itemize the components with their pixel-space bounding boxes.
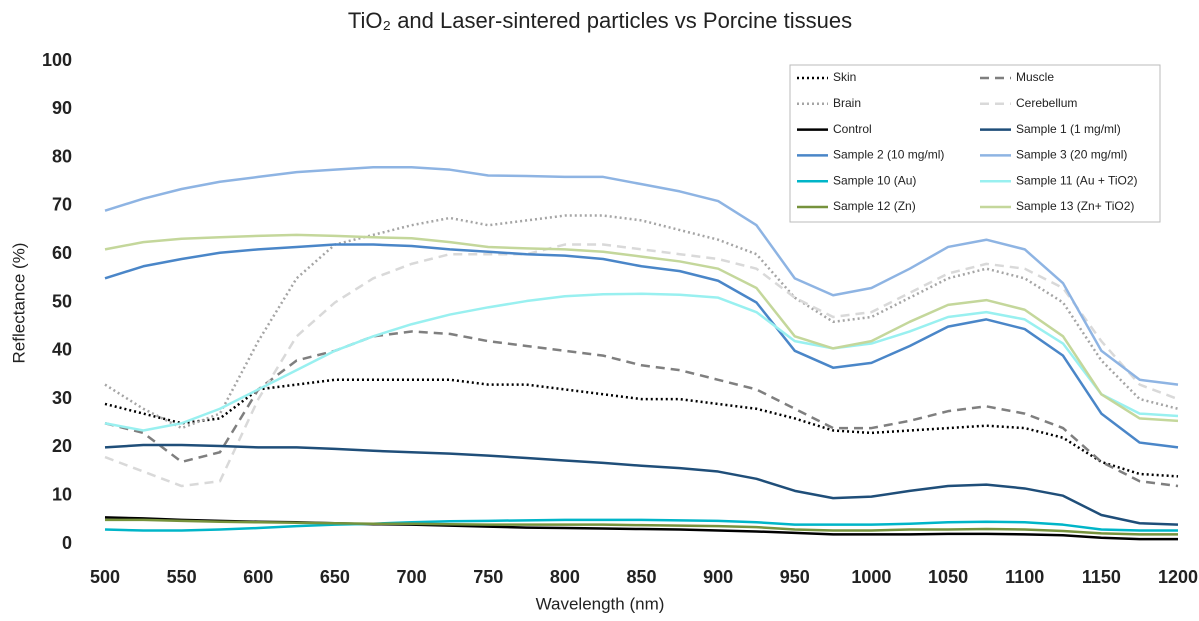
legend-label: Muscle	[1016, 70, 1054, 84]
legend-label: Sample 13 (Zn+ TiO2)	[1016, 199, 1134, 213]
chart-title: TiO₂ and Laser-sintered particles vs Por…	[348, 8, 852, 33]
series-line	[104, 166, 1179, 386]
series-line	[104, 443, 1179, 526]
x-tick-label: 650	[320, 567, 350, 587]
x-tick-label: 700	[397, 567, 427, 587]
y-tick-label: 50	[52, 291, 72, 311]
x-tick-label: 500	[90, 567, 120, 587]
series-line	[104, 518, 1178, 532]
legend: Skin Muscle Brain Cerebellum Control Sample 1…	[789, 64, 1161, 223]
y-tick-label: 70	[52, 195, 72, 215]
legend-label: Sample 10 (Au)	[833, 173, 916, 187]
legend-label: Sample 11 (Au + TiO2)	[1016, 173, 1138, 187]
x-tick-label: 850	[626, 567, 656, 587]
series-line	[104, 330, 1179, 488]
series-line	[104, 243, 1179, 488]
legend-label: Sample 3 (20 mg/ml)	[1016, 148, 1127, 162]
x-tick-label: 550	[167, 567, 197, 587]
legend-label: Sample 2 (10 mg/ml)	[833, 148, 944, 162]
series-line	[105, 518, 1178, 536]
x-axis-title: Wavelength (nm)	[536, 594, 665, 613]
y-tick-label: 100	[42, 50, 72, 70]
series-line	[104, 214, 1179, 430]
legend-label: Brain	[833, 96, 861, 110]
x-tick-label: 950	[780, 567, 810, 587]
legend-label: Sample 1 (1 mg/ml)	[1016, 122, 1121, 136]
y-tick-label: 20	[52, 436, 72, 456]
y-tick-label: 0	[62, 533, 72, 553]
x-tick-label: 1150	[1082, 567, 1121, 587]
y-tick-label: 30	[52, 388, 72, 408]
x-tick-label: 1200	[1158, 567, 1198, 587]
x-tick-label: 750	[473, 567, 503, 587]
x-tick-label: 1100	[1005, 567, 1044, 587]
y-tick-label: 40	[52, 340, 72, 360]
y-axis-title: Reflectance (%)	[9, 243, 28, 364]
x-tick-label: 1000	[851, 567, 891, 587]
series-line	[104, 233, 1179, 423]
legend-label: Cerebellum	[1016, 96, 1077, 110]
y-tick-label: 80	[52, 146, 72, 166]
x-tick-label: 1050	[928, 567, 968, 587]
legend-label: Skin	[833, 70, 856, 84]
x-tick-label: 900	[703, 567, 733, 587]
series-line	[104, 378, 1179, 478]
legend-label: Control	[833, 122, 872, 136]
legend-box	[789, 64, 1161, 223]
series-line	[104, 292, 1179, 432]
x-tick-label: 800	[550, 567, 580, 587]
x-tick-label: 600	[243, 567, 273, 587]
legend-label: Sample 12 (Zn)	[833, 199, 916, 213]
series-line	[104, 243, 1179, 449]
y-tick-label: 60	[52, 243, 72, 263]
y-tick-label: 90	[52, 98, 72, 118]
y-tick-label: 10	[52, 484, 72, 504]
